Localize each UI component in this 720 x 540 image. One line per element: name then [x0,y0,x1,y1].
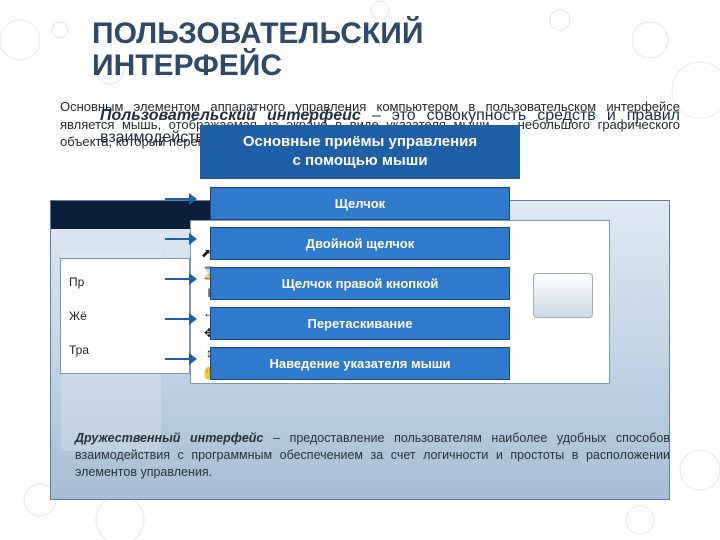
title-line-1: ПОЛЬЗОВАТЕЛЬСКИЙ [92,17,423,50]
action-click: Щелчок [210,187,510,220]
action-hover: Наведение указателя мыши [210,347,510,380]
pill-label: Щелчок [335,196,385,211]
side-item: Тра [61,333,189,367]
side-item: Жё [61,299,189,333]
definition-term: Пользовательский интерфейс [100,107,361,124]
title-line-2: ИНТЕРФЕЙС [92,49,282,82]
callout-head-line2: с помощью мыши [292,152,427,169]
mouse-actions-callout: Основные приёмы управления с помощью мыш… [200,125,520,392]
callout-head-line1: Основные приёмы управления [243,133,477,150]
side-item: Пр [61,265,189,299]
slide-title: ПОЛЬЗОВАТЕЛЬСКИЙ ИНТЕРФЕЙС [92,18,423,81]
action-drag: Перетаскивание [210,307,510,340]
pill-label: Щелчок правой кнопкой [282,276,439,291]
action-right-click: Щелчок правой кнопкой [210,267,510,300]
callout-body: Щелчок Двойной щелчок Щелчок правой кноп… [200,179,520,392]
printer-icon [533,273,593,318]
pill-label: Наведение указателя мыши [269,356,450,371]
friendly-term: Дружественный интерфейс [75,431,263,445]
action-double-click: Двойной щелчок [210,227,510,260]
friendly-paragraph: Дружественный интерфейс – предоставление… [75,430,670,481]
pill-label: Двойной щелчок [306,236,415,251]
callout-header: Основные приёмы управления с помощью мыш… [200,125,520,179]
pill-label: Перетаскивание [307,316,412,331]
